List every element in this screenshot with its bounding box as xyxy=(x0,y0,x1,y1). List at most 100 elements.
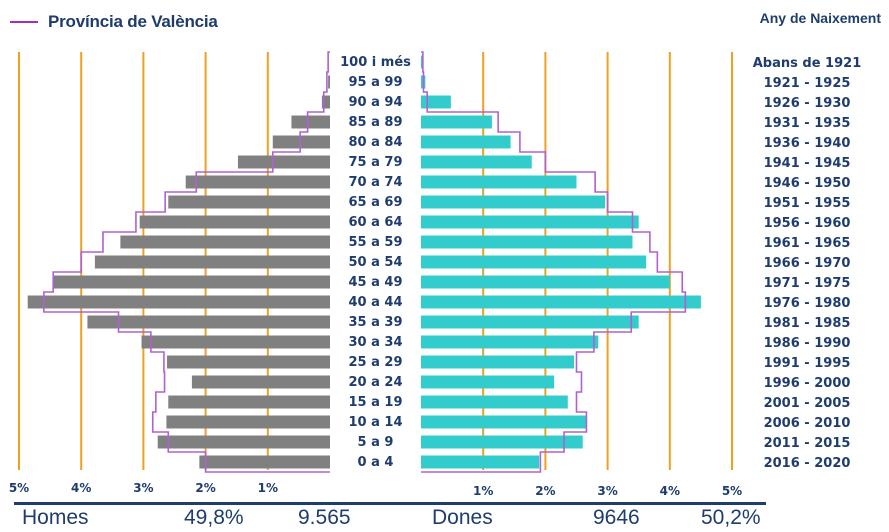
age-group-label-20: 0 a 4 xyxy=(358,455,394,470)
legend-label: Província de València xyxy=(48,12,218,31)
bar-men-6 xyxy=(185,175,330,189)
age-group-label-11: 45 a 49 xyxy=(348,275,402,290)
footer-women-percent: 50,2% xyxy=(701,506,761,529)
bar-men-19 xyxy=(157,435,330,449)
birth-year-label-13: 1981 - 1985 xyxy=(764,316,851,331)
bar-women-6 xyxy=(421,175,577,189)
bar-women-9 xyxy=(421,235,633,249)
birth-year-label-16: 1996 - 2000 xyxy=(764,376,851,391)
age-group-label-3: 85 a 89 xyxy=(348,115,402,130)
birth-year-label-7: 1951 - 1955 xyxy=(764,196,851,211)
birth-year-axis-title: Any de Naixement xyxy=(759,10,881,26)
age-group-label-10: 50 a 54 xyxy=(348,255,402,270)
bar-women-3 xyxy=(421,115,492,129)
bar-men-8 xyxy=(139,215,330,229)
bar-men-16 xyxy=(191,375,330,389)
bar-women-13 xyxy=(421,315,639,329)
bar-women-18 xyxy=(421,415,587,429)
bar-women-15 xyxy=(421,355,575,369)
birth-year-label-15: 1991 - 1995 xyxy=(764,356,851,371)
bar-men-1 xyxy=(328,75,330,89)
legend-line-swatch xyxy=(10,21,38,23)
outline-men-provincia xyxy=(43,51,330,473)
birth-year-label-3: 1931 - 1935 xyxy=(764,116,851,131)
age-group-label-6: 70 a 74 xyxy=(348,175,402,190)
bar-men-9 xyxy=(120,235,330,249)
bar-men-2 xyxy=(321,95,330,109)
footer-divider xyxy=(14,502,766,505)
bar-women-17 xyxy=(421,395,568,409)
bar-men-15 xyxy=(167,355,330,369)
bar-women-10 xyxy=(421,255,647,269)
birth-year-label-14: 1986 - 1990 xyxy=(764,336,851,351)
age-group-label-19: 5 a 9 xyxy=(358,435,394,450)
footer-women-label: Dones xyxy=(432,506,493,529)
x-tick-right-3: 4% xyxy=(660,484,680,498)
x-tick-right-2: 3% xyxy=(597,484,617,498)
birth-year-label-6: 1946 - 1950 xyxy=(764,176,851,191)
x-tick-left-2: 3% xyxy=(133,481,153,495)
birth-year-label-20: 2016 - 2020 xyxy=(764,456,851,471)
bar-men-20 xyxy=(199,455,330,469)
bar-men-7 xyxy=(168,195,330,209)
bar-men-5 xyxy=(237,155,330,169)
age-group-label-1: 95 a 99 xyxy=(348,75,402,90)
bar-men-10 xyxy=(94,255,330,269)
birth-year-label-8: 1956 - 1960 xyxy=(764,216,851,231)
birth-year-label-11: 1971 - 1975 xyxy=(764,276,851,291)
footer-men-label: Homes xyxy=(22,506,89,529)
legend: Província de València xyxy=(10,10,218,34)
birth-year-label-12: 1976 - 1980 xyxy=(764,296,851,311)
bar-women-20 xyxy=(421,455,540,469)
bar-men-13 xyxy=(87,315,330,329)
x-tick-left-1: 4% xyxy=(71,481,91,495)
bar-men-17 xyxy=(168,395,330,409)
bar-men-14 xyxy=(141,335,330,349)
x-tick-right-4: 5% xyxy=(722,484,742,498)
age-group-label-15: 25 a 29 xyxy=(348,355,402,370)
birth-year-label-2: 1926 - 1930 xyxy=(764,96,851,111)
age-group-label-13: 35 a 39 xyxy=(348,315,402,330)
age-group-label-18: 10 a 14 xyxy=(348,415,402,430)
birth-year-label-0: Abans de 1921 xyxy=(753,56,862,71)
bar-men-4 xyxy=(272,135,330,149)
birth-year-label-17: 2001 - 2005 xyxy=(764,396,851,411)
birth-year-label-4: 1936 - 1940 xyxy=(764,136,851,151)
outline-women-provincia xyxy=(421,51,687,473)
birth-year-label-1: 1921 - 1925 xyxy=(764,76,851,91)
age-group-label-17: 15 a 19 xyxy=(348,395,402,410)
birth-year-label-19: 2011 - 2015 xyxy=(764,436,851,451)
x-tick-left-3: 2% xyxy=(195,481,215,495)
age-group-label-8: 60 a 64 xyxy=(348,215,402,230)
bar-women-11 xyxy=(421,275,670,289)
age-group-label-16: 20 a 24 xyxy=(348,375,402,390)
bar-women-0 xyxy=(421,55,423,69)
bar-women-14 xyxy=(421,335,599,349)
bar-men-12 xyxy=(27,295,330,309)
age-group-label-5: 75 a 79 xyxy=(348,155,402,170)
bar-women-12 xyxy=(421,295,701,309)
bar-women-5 xyxy=(421,155,532,169)
age-group-label-12: 40 a 44 xyxy=(348,295,402,310)
bar-women-7 xyxy=(421,195,606,209)
x-tick-right-1: 2% xyxy=(535,484,555,498)
bar-women-8 xyxy=(421,215,639,229)
birth-year-label-18: 2006 - 2010 xyxy=(764,416,851,431)
footer-men-count: 9.565 xyxy=(298,506,351,529)
age-group-label-2: 90 a 94 xyxy=(348,95,402,110)
bar-men-3 xyxy=(291,115,330,129)
age-group-label-7: 65 a 69 xyxy=(348,195,402,210)
birth-year-label-9: 1961 - 1965 xyxy=(764,236,851,251)
age-group-label-14: 30 a 34 xyxy=(348,335,402,350)
bar-men-11 xyxy=(53,275,331,289)
x-tick-left-0: 5% xyxy=(9,481,29,495)
birth-year-label-5: 1941 - 1945 xyxy=(764,156,851,171)
x-tick-left-4: 1% xyxy=(258,481,278,495)
footer-women-count: 9646 xyxy=(593,506,640,529)
age-group-label-0: 100 i més xyxy=(340,55,411,70)
birth-year-label-10: 1966 - 1970 xyxy=(764,256,851,271)
bar-women-4 xyxy=(421,135,511,149)
age-group-label-4: 80 a 84 xyxy=(348,135,402,150)
bar-men-18 xyxy=(166,415,330,429)
